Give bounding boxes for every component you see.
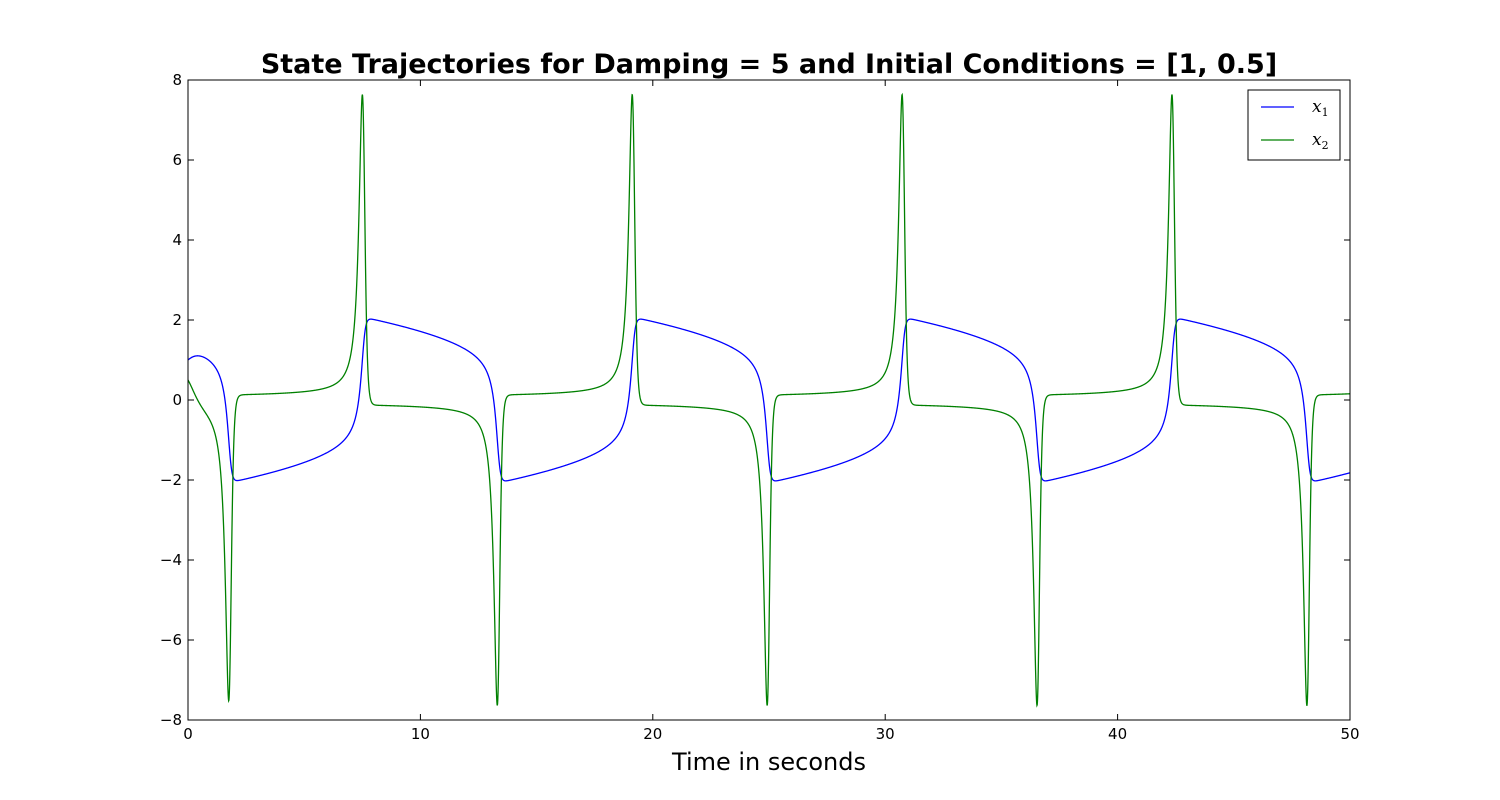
y-tick-label: −4 bbox=[160, 551, 182, 569]
series-line-1 bbox=[188, 318, 1350, 482]
x-axis-label: Time in seconds bbox=[671, 748, 866, 776]
series-line-2 bbox=[188, 92, 1350, 708]
chart-title: State Trajectories for Damping = 5 and I… bbox=[261, 49, 1277, 80]
y-tick-label: −6 bbox=[160, 631, 182, 649]
plot-lines bbox=[188, 92, 1350, 708]
x-tick-label: 50 bbox=[1340, 725, 1359, 743]
y-tick-label: 0 bbox=[172, 391, 182, 409]
y-tick-label: 4 bbox=[172, 231, 182, 249]
x-tick-label: 10 bbox=[411, 725, 430, 743]
y-tick-label: −2 bbox=[160, 471, 182, 489]
x-tick-label: 20 bbox=[643, 725, 662, 743]
y-tick-label: 8 bbox=[172, 71, 182, 89]
legend-box bbox=[1247, 89, 1341, 161]
y-tick-label: −8 bbox=[160, 711, 182, 729]
x-tick-label: 30 bbox=[876, 725, 895, 743]
y-axis: −8 −6 −4 −2 0 2 4 6 8 bbox=[160, 71, 1350, 729]
y-tick-label: 6 bbox=[172, 151, 182, 169]
x-axis: 0 10 20 30 40 50 bbox=[183, 80, 1360, 743]
y-tick-label: 2 bbox=[172, 311, 182, 329]
x-tick-label: 0 bbox=[183, 725, 193, 743]
x-tick-label: 40 bbox=[1108, 725, 1127, 743]
